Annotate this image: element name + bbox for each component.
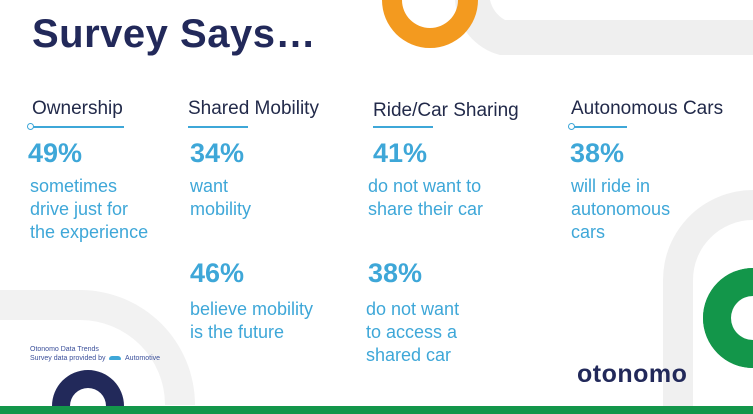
stat-text: want mobility	[190, 176, 252, 219]
stat-text: do not want to share their car	[368, 176, 484, 219]
stat-text: sometimes drive just for the experience	[30, 176, 149, 242]
heading-underline	[30, 126, 124, 128]
grey-ring-right	[663, 190, 753, 414]
heading-underline	[188, 126, 248, 128]
car-icon	[109, 356, 122, 361]
bottom-bar	[0, 406, 753, 414]
stat-value: 46%	[190, 258, 245, 288]
credit-line-2: Survey data provided by Automotive	[30, 354, 160, 363]
navy-ring	[52, 370, 124, 406]
page-title: Survey Says…	[32, 12, 316, 56]
stat-text: do not want to access a shared car	[366, 299, 460, 365]
stat-text: will ride in autonomous cars	[571, 176, 671, 242]
bullet-dot	[27, 123, 34, 130]
heading-shared-mobility: Shared Mobility	[188, 98, 319, 119]
stat-value: 38%	[570, 138, 625, 168]
stat-value: 34%	[190, 138, 245, 168]
orange-ring	[382, 0, 478, 48]
grey-arc-left	[0, 290, 195, 405]
credit-line-2-text: Survey data provided by	[30, 355, 106, 362]
heading-ownership: Ownership	[32, 98, 123, 119]
credit-line-1: Otonomo Data Trends	[30, 346, 99, 353]
data-credit: Otonomo Data Trends Survey data provided…	[30, 345, 160, 363]
stat-value: 38%	[368, 258, 423, 288]
grey-band-top	[455, 0, 753, 55]
credit-brand: Automotive	[125, 355, 161, 362]
bullet-dot	[568, 123, 575, 130]
green-disc	[703, 268, 753, 368]
otonomo-logo: otonomo	[577, 360, 688, 388]
stat-value: 49%	[28, 138, 83, 168]
heading-underline	[373, 126, 433, 128]
green-disc-hole	[731, 296, 753, 340]
stat-text: believe mobility is the future	[190, 299, 314, 342]
heading-ride-car-sharing: Ride/Car Sharing	[373, 100, 519, 121]
heading-underline	[571, 126, 627, 128]
stat-value: 41%	[373, 138, 428, 168]
heading-autonomous-cars: Autonomous Cars	[571, 98, 724, 119]
